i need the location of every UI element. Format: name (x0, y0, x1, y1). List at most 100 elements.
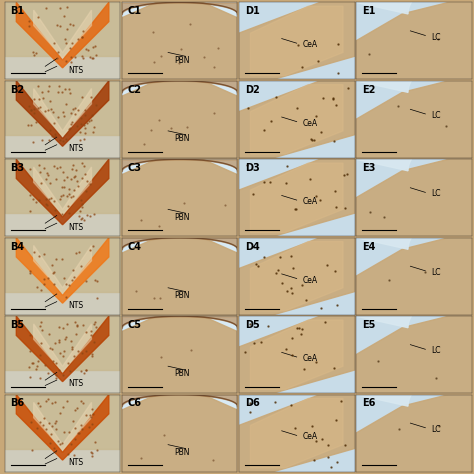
Point (209, 457, 217, 465)
Point (343, 170, 351, 178)
Point (71, 406, 79, 414)
Text: LC: LC (431, 268, 441, 277)
Point (42, 195, 50, 203)
Point (298, 281, 306, 288)
Point (306, 175, 313, 182)
Text: LC: LC (431, 346, 441, 356)
Point (41, 361, 48, 369)
Polygon shape (356, 219, 454, 249)
Point (73, 321, 81, 329)
Point (50, 445, 58, 452)
Point (274, 266, 282, 274)
Point (49, 108, 56, 115)
Point (283, 163, 291, 170)
Point (292, 205, 300, 213)
Point (56, 164, 64, 171)
Point (333, 458, 340, 466)
Point (65, 210, 73, 217)
Point (69, 161, 76, 168)
Point (249, 190, 257, 198)
Point (74, 182, 82, 190)
Point (88, 449, 95, 457)
Polygon shape (239, 159, 355, 237)
Point (316, 196, 324, 203)
Point (58, 439, 66, 447)
Point (51, 419, 59, 427)
Point (53, 55, 61, 62)
Text: LC: LC (431, 425, 441, 434)
Point (29, 138, 37, 146)
Point (36, 95, 43, 103)
Point (155, 222, 163, 230)
Polygon shape (239, 238, 355, 315)
Point (81, 129, 89, 137)
Point (90, 55, 97, 62)
Point (312, 192, 319, 200)
Text: C2: C2 (128, 85, 142, 95)
Point (293, 105, 301, 112)
Polygon shape (356, 0, 454, 14)
Point (69, 266, 76, 273)
Polygon shape (250, 320, 343, 389)
Point (55, 338, 63, 346)
Text: CeA: CeA (302, 197, 318, 206)
Point (55, 336, 63, 344)
Point (87, 117, 94, 124)
Point (27, 165, 34, 173)
Polygon shape (356, 238, 472, 315)
Point (77, 115, 84, 122)
Point (53, 425, 60, 432)
Point (57, 192, 65, 200)
Point (33, 362, 41, 370)
Point (344, 84, 351, 92)
Point (72, 104, 79, 112)
Point (81, 111, 89, 119)
Point (187, 346, 194, 354)
Point (49, 357, 57, 365)
Point (78, 174, 86, 182)
Point (297, 330, 305, 337)
Text: C1: C1 (128, 6, 142, 16)
Point (71, 110, 78, 118)
Polygon shape (356, 159, 472, 237)
Text: D5: D5 (245, 320, 259, 330)
Point (88, 352, 96, 359)
Point (50, 163, 58, 170)
Text: PBN: PBN (174, 448, 190, 457)
Point (333, 203, 340, 211)
Point (63, 293, 70, 301)
Point (310, 456, 318, 464)
Point (28, 446, 36, 454)
Point (48, 399, 56, 407)
Text: PBN: PBN (174, 369, 190, 378)
Point (54, 437, 62, 445)
Point (435, 422, 442, 430)
Point (38, 88, 46, 95)
Point (83, 211, 91, 219)
Point (42, 201, 49, 208)
Point (32, 49, 40, 56)
Point (86, 181, 93, 188)
Point (312, 112, 320, 119)
Point (36, 402, 44, 410)
Text: C3: C3 (128, 163, 142, 173)
Point (66, 367, 73, 375)
Point (59, 191, 66, 199)
Point (175, 59, 182, 67)
Point (87, 328, 95, 335)
Point (42, 175, 50, 183)
Point (45, 395, 52, 403)
Point (331, 267, 338, 275)
Point (221, 201, 228, 209)
Polygon shape (250, 399, 343, 468)
Point (84, 46, 92, 54)
Point (294, 41, 301, 49)
Point (319, 94, 327, 101)
Point (177, 367, 184, 374)
Text: CeA: CeA (302, 354, 318, 363)
Point (30, 248, 38, 256)
Point (51, 132, 59, 140)
Text: C6: C6 (128, 399, 142, 409)
Point (42, 107, 49, 115)
Point (67, 109, 75, 117)
